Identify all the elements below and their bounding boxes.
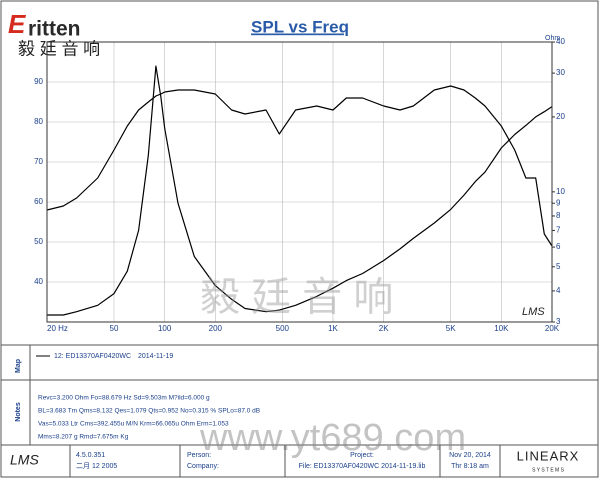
- y2-tick-label: 5: [556, 262, 561, 271]
- logo-initial: E: [8, 9, 26, 39]
- logo-cn: 毅 廷 音 响: [18, 39, 100, 58]
- version: 4.5.0.351: [76, 452, 105, 459]
- series-line: [46, 85, 553, 247]
- x-tick-label: 200: [209, 324, 223, 333]
- y2-tick-label: 3: [556, 317, 561, 326]
- y2-tick-label: 20: [556, 112, 565, 121]
- series-line: [47, 65, 553, 316]
- y-tick-label: 80: [34, 117, 43, 126]
- y-tick-label: 50: [34, 237, 43, 246]
- x-tick-label: 2K: [379, 324, 389, 333]
- brand: LINEARX: [517, 448, 580, 463]
- y2-axis-label: Ohm: [545, 35, 560, 42]
- person: Person:: [187, 452, 211, 459]
- map-label: Map: [15, 359, 22, 373]
- chart-title: SPL vs Freq: [251, 17, 349, 36]
- y2-tick-label: 4: [556, 286, 561, 295]
- x-tick-label: 100: [158, 324, 172, 333]
- build-date: 二月 12 2005: [76, 462, 117, 470]
- y2-tick-label: 8: [556, 211, 561, 220]
- note-line: Vas=5.033 Ltr Cms=392.455u M/N Krm=66.06…: [38, 421, 229, 428]
- plot-frame: [46, 41, 553, 323]
- x-tick-label: 10K: [494, 324, 509, 333]
- y2-tick-label: 10: [556, 187, 565, 196]
- print-time: Thr 8:18 am: [451, 463, 489, 470]
- y-tick-label: 40: [34, 277, 43, 286]
- project: Project:: [350, 452, 374, 459]
- note-line: Revc=3.200 Ohm Fo=88.679 Hz Sd=9.503m M?…: [38, 395, 210, 402]
- x-tick-label: 50: [110, 324, 119, 333]
- watermark-url: www.yt689.com: [199, 417, 466, 459]
- brand-sub: S Y S T E M S: [532, 467, 565, 473]
- x-tick-label: 20 Hz: [47, 324, 68, 333]
- legend-entry: 12: ED13370AF0420WC: [54, 353, 131, 360]
- file: File: ED13370AF0420WC 2014-11-19.lib: [299, 463, 426, 470]
- y-tick-label: 90: [34, 77, 43, 86]
- x-tick-label: 1K: [328, 324, 338, 333]
- print-date: Nov 20, 2014: [449, 452, 491, 459]
- company: Company:: [187, 463, 219, 470]
- y-tick-label: 70: [34, 157, 43, 166]
- y2-tick-label: 40: [556, 37, 565, 46]
- note-line: Mms=8.207 g Rmd=7.675m Kg: [38, 434, 129, 441]
- y2-tick-label: 7: [556, 226, 561, 235]
- y2-tick-label: 9: [556, 198, 561, 207]
- logo: ritten: [28, 18, 81, 41]
- footer-logo: LMS: [10, 452, 39, 468]
- note-line: BL=3.683 Tm Qms=8.132 Qes=1.079 Qts=0.95…: [38, 408, 260, 415]
- x-tick-label: 5K: [446, 324, 456, 333]
- y-tick-label: 60: [34, 197, 43, 206]
- annotation: LMS: [522, 306, 545, 318]
- x-tick-label: 500: [276, 324, 290, 333]
- legend-date: 2014-11-19: [138, 353, 173, 360]
- notes-label: Notes: [15, 402, 22, 422]
- watermark-cn: 毅 廷 音 响: [200, 276, 393, 320]
- x-tick-label: 20K: [545, 324, 560, 333]
- y2-tick-label: 6: [556, 242, 561, 251]
- y2-tick-label: 30: [556, 68, 565, 77]
